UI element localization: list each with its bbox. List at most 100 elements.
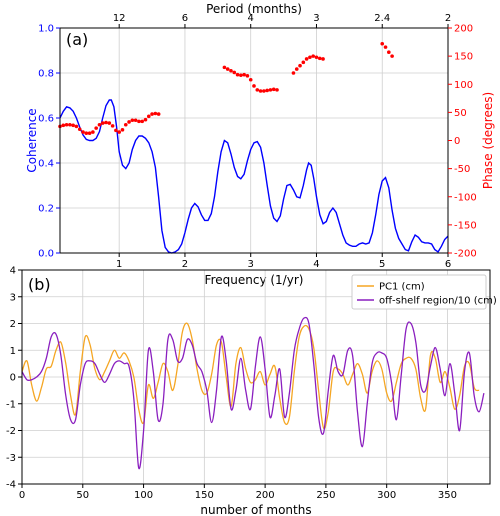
off-shelf-line (21, 316, 485, 470)
top-tick-label: 12 (113, 13, 126, 24)
phase-point (294, 67, 299, 71)
phase-point (107, 121, 112, 125)
x-tick-label: 5 (379, 259, 385, 270)
panel-label-a: (a) (66, 30, 88, 49)
phase-point (146, 114, 151, 119)
phase-point (317, 56, 322, 61)
phase-point (252, 84, 256, 88)
phase-point (387, 50, 391, 54)
phase-point (245, 74, 250, 78)
phase-point (84, 131, 89, 135)
phase-point (229, 68, 233, 73)
y-tick-label: -1 (6, 399, 16, 410)
coherence-line (59, 99, 449, 254)
phase-point (304, 57, 309, 61)
phase-point (133, 118, 138, 123)
legend-label: off-shelf region/10 (cm) (379, 296, 497, 307)
phase-point (153, 111, 158, 116)
left-tick-label: 0.8 (38, 69, 54, 80)
phase-point (383, 45, 388, 49)
x-axis-label: Frequency (1/yr) (205, 273, 304, 287)
phase-point (262, 89, 266, 93)
phase-point (242, 72, 246, 77)
right-axis-label: Phase (degrees) (481, 92, 495, 189)
right-tick-label: -200 (454, 249, 477, 260)
right-tick-label: -100 (454, 192, 477, 203)
phase-point (225, 67, 230, 71)
phase-point (68, 122, 72, 127)
phase-point (232, 70, 237, 75)
y-tick-label: 0 (10, 373, 16, 384)
x-tick-label: 200 (256, 490, 275, 501)
phase-point (94, 126, 98, 130)
phase-point (156, 112, 161, 116)
phase-point (301, 60, 306, 65)
phase-point (77, 127, 82, 132)
x-tick-label: 4 (313, 259, 319, 270)
phase-point (120, 128, 125, 132)
y-tick-label: 2 (10, 319, 16, 330)
phase-point (104, 120, 108, 125)
phase-point (127, 120, 131, 124)
left-tick-label: 0.4 (38, 159, 54, 170)
phase-point (275, 88, 279, 92)
phase-point (291, 71, 296, 75)
phase-point (255, 88, 260, 92)
phase-point (143, 117, 148, 122)
x-tick-label: 300 (377, 490, 396, 501)
phase-point (64, 122, 69, 127)
x-tick-label: 3 (248, 259, 254, 270)
left-tick-label: 0.2 (38, 204, 54, 215)
y-tick-label: 1 (10, 346, 16, 357)
phase-point (74, 124, 79, 129)
phase-point (117, 130, 121, 134)
phase-point (130, 118, 135, 123)
right-tick-label: 200 (454, 24, 473, 35)
phase-point (87, 131, 92, 135)
phase-point (258, 89, 263, 93)
x-tick-label: 100 (134, 490, 153, 501)
legend-label: PC1 (cm) (379, 282, 425, 293)
phase-point (390, 54, 394, 58)
y-tick-label: -4 (6, 480, 16, 491)
phase-point (71, 123, 75, 128)
top-tick-label: 3 (313, 13, 319, 24)
left-tick-label: 0.0 (38, 249, 54, 260)
right-tick-label: 0 (454, 136, 460, 147)
phase-point (265, 88, 269, 93)
phase-point (222, 65, 227, 70)
phase-point (298, 63, 302, 68)
phase-point (140, 119, 145, 124)
panel-label-b: (b) (28, 275, 51, 294)
x-axis-label: number of months (200, 503, 311, 516)
top-axis-label: Period (months) (206, 2, 302, 16)
panel-b: 0 50 100 150 200 250 300 350 number of months -4 -… (6, 266, 497, 516)
left-tick-label: 1.0 (38, 24, 54, 35)
phase-point (314, 55, 319, 60)
phase-point (248, 77, 253, 82)
right-tick-label: 150 (454, 52, 473, 63)
top-tick-label: 2 (445, 13, 451, 24)
x-tick-label: 150 (195, 490, 214, 501)
left-tick-label: 0.6 (38, 114, 54, 125)
phase-point (311, 54, 315, 58)
pc1-line (21, 322, 480, 430)
y-tick-label: 3 (10, 292, 16, 303)
y-tick-label: -2 (6, 426, 16, 437)
phase-point (271, 87, 276, 92)
right-tick-label: 100 (454, 80, 473, 91)
phase-point (91, 130, 95, 134)
x-tick-label: 350 (438, 490, 457, 501)
phase-point (110, 124, 115, 128)
top-tick-label: 4 (248, 13, 254, 24)
y-tick-label: 4 (10, 266, 16, 277)
x-tick-label: 1 (116, 259, 122, 270)
top-tick-label: 6 (182, 13, 188, 24)
phase-point (150, 112, 154, 116)
x-tick-label: 0 (19, 490, 25, 501)
phase-point (380, 41, 385, 46)
phase-point (321, 57, 325, 61)
phase-point (137, 119, 141, 124)
x-tick-label: 250 (316, 490, 335, 501)
